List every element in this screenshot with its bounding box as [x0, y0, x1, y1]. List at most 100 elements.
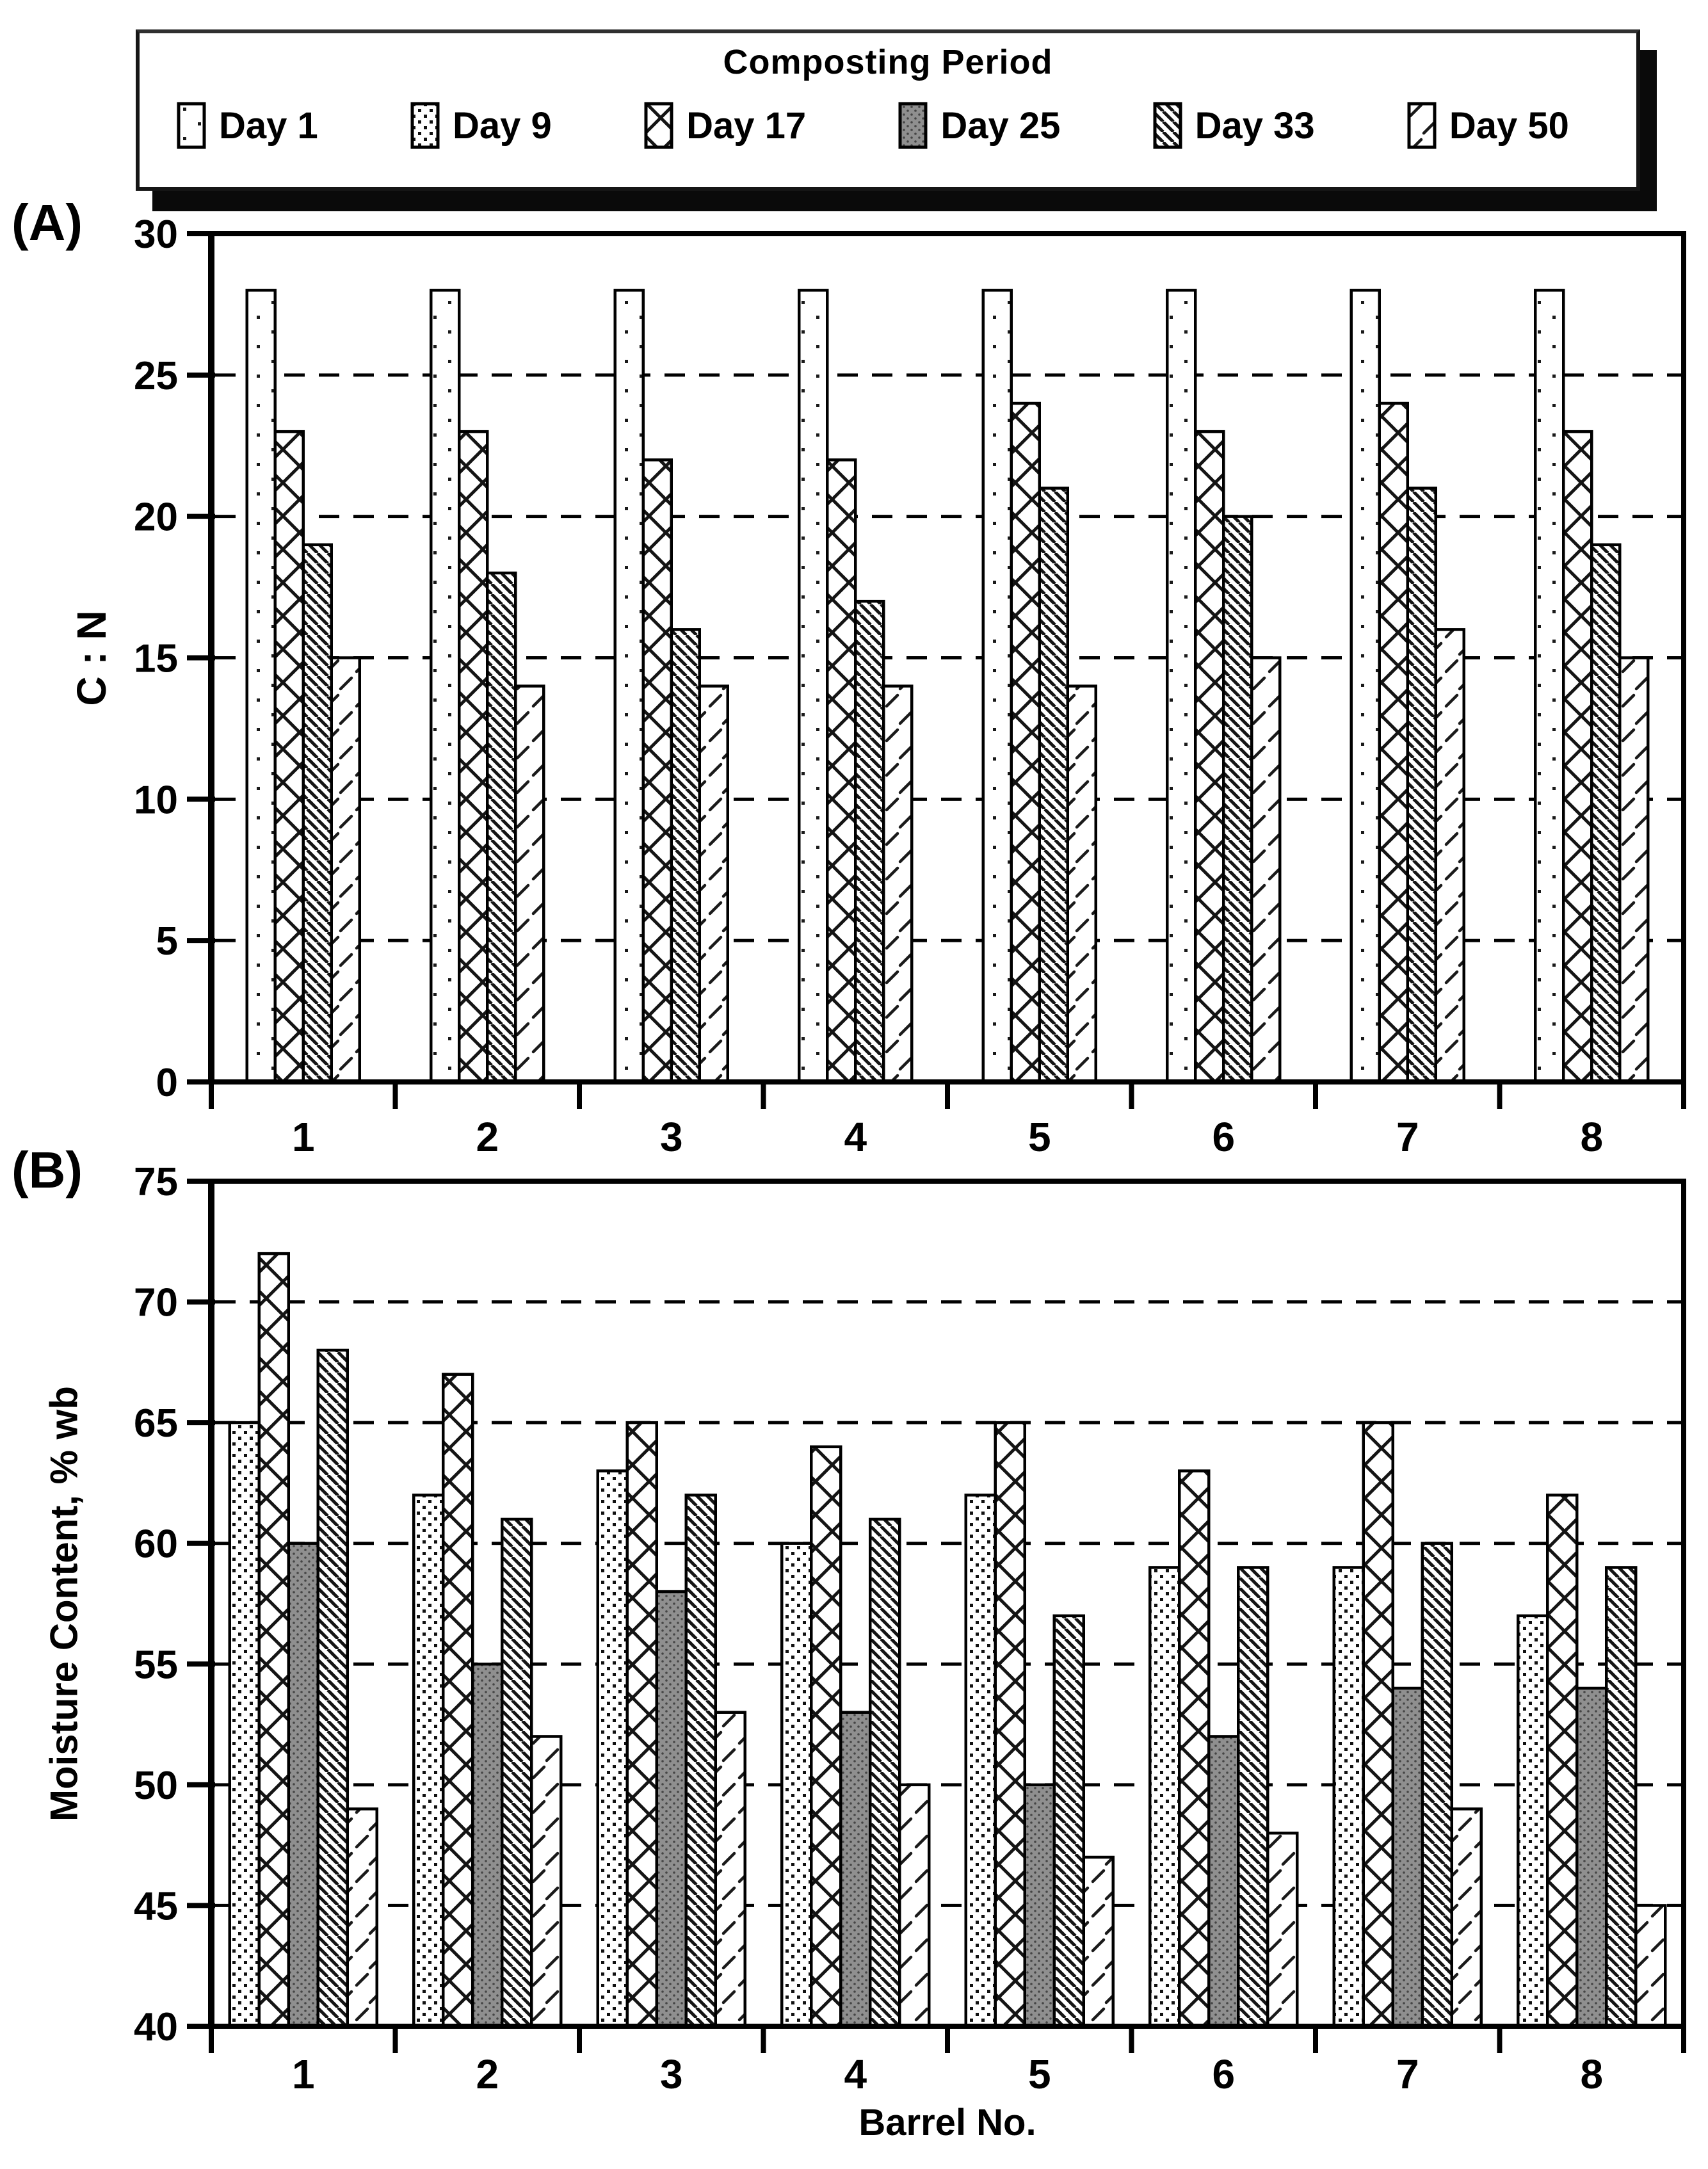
- y-tick-label: 70: [134, 1281, 178, 1325]
- x-tick-label-barrel-3: 3: [660, 1114, 683, 1160]
- legend-label: Day 25: [940, 104, 1061, 147]
- bar-b-day-25-barrel-3: [655, 1590, 688, 2028]
- bar-b-day-17-barrel-2: [442, 1373, 474, 2028]
- legend-label: Day 9: [453, 104, 552, 147]
- bar-b-day-9-barrel-5: [964, 1494, 997, 2028]
- x-tick-label-barrel-1: 1: [292, 1114, 315, 1160]
- bar-a-day-33-barrel-2: [486, 571, 517, 1084]
- x-tick-label-barrel-4: 4: [844, 1114, 867, 1160]
- y-tick-label: 55: [134, 1643, 178, 1687]
- bar-b-day-33-barrel-1: [316, 1348, 349, 2028]
- y-tick-label: 75: [134, 1160, 178, 1204]
- bar-a-day-33-barrel-7: [1406, 487, 1437, 1084]
- y-tick-label: 25: [134, 354, 178, 398]
- bar-a-day-17-barrel-8: [1562, 430, 1593, 1084]
- bar-a-day-50-barrel-2: [514, 684, 545, 1084]
- y-tick-label: 40: [134, 2005, 178, 2049]
- bar-b-day-50-barrel-4: [898, 1783, 931, 2028]
- bars-a: [245, 289, 1650, 1084]
- y-tick-label: 10: [134, 778, 178, 822]
- bar-b-day-17-barrel-6: [1178, 1469, 1211, 2028]
- bar-a-day-17-barrel-7: [1378, 401, 1409, 1084]
- legend-swatch-day-25-icon: [898, 102, 928, 149]
- x-tick-label-barrel-1: 1: [292, 2051, 315, 2097]
- bar-b-day-17-barrel-8: [1546, 1494, 1579, 2028]
- bar-a-day-50-barrel-6: [1250, 656, 1282, 1084]
- panel-a-plot: 0 5 10 15 20 25 30 1 2 3 4 5 6 7 8: [134, 213, 1686, 1160]
- bar-b-day-25-barrel-6: [1207, 1735, 1240, 2028]
- legend-swatch-day-50-icon: [1407, 102, 1437, 149]
- bar-a-day-33-barrel-8: [1590, 543, 1622, 1084]
- y-tick-label: 45: [134, 1884, 178, 1928]
- y-tick-label: 0: [156, 1061, 178, 1105]
- bar-b-day-17-barrel-1: [257, 1252, 290, 2028]
- bar-a-day-33-barrel-6: [1222, 515, 1253, 1084]
- x-tick-label-barrel-2: 2: [476, 1114, 499, 1160]
- y-tick-label: 20: [134, 496, 178, 540]
- x-axis-title: Barrel No.: [858, 2102, 1036, 2143]
- x-ticks-a: [209, 1082, 1686, 1109]
- bar-b-day-25-barrel-8: [1575, 1686, 1608, 2028]
- bar-b-day-25-barrel-2: [471, 1663, 504, 2028]
- legend-label: Day 17: [686, 104, 807, 147]
- bar-a-day-17-barrel-4: [826, 458, 857, 1084]
- bar-b-day-25-barrel-5: [1023, 1783, 1056, 2028]
- legend-item-day-9: Day 9: [410, 101, 552, 150]
- bar-b-day-50-barrel-8: [1634, 1904, 1667, 2028]
- bar-a-day-1-barrel-6: [1166, 289, 1197, 1084]
- x-tick-label-barrel-7: 7: [1396, 2051, 1419, 2097]
- x-tick-label-barrel-2: 2: [476, 2051, 499, 2097]
- bar-b-day-33-barrel-5: [1052, 1614, 1085, 2028]
- legend-item-day-1: Day 1: [177, 101, 318, 150]
- bar-a-day-17-barrel-3: [641, 458, 673, 1084]
- y-tick-label: 30: [134, 213, 178, 257]
- legend-label: Day 50: [1449, 104, 1569, 147]
- bar-b-day-50-barrel-2: [530, 1735, 563, 2028]
- y-tick-label: 65: [134, 1401, 178, 1446]
- x-tick-label-barrel-6: 6: [1212, 1114, 1235, 1160]
- x-tick-label-barrel-8: 8: [1580, 2051, 1603, 2097]
- panel-a-y-axis-title: C : N: [68, 610, 115, 706]
- y-tick-label: 50: [134, 1764, 178, 1808]
- bar-b-day-17-barrel-5: [994, 1421, 1026, 2028]
- bars-b: [228, 1252, 1667, 2028]
- bar-a-day-50-barrel-5: [1066, 684, 1097, 1084]
- bar-b-day-9-barrel-4: [780, 1542, 813, 2028]
- bar-a-day-50-barrel-7: [1434, 628, 1465, 1084]
- legend-item-day-33: Day 33: [1153, 101, 1315, 150]
- panel-b-label: (B): [12, 1141, 83, 1198]
- bar-b-day-9-barrel-8: [1517, 1614, 1549, 2028]
- legend-label: Day 33: [1195, 104, 1315, 147]
- bar-a-day-1-barrel-5: [981, 289, 1013, 1084]
- y-tick-label: 15: [134, 637, 178, 681]
- x-tick-label-barrel-5: 5: [1028, 2051, 1051, 2097]
- legend-item-day-17: Day 17: [644, 101, 806, 150]
- x-tick-label-barrel-7: 7: [1396, 1114, 1419, 1160]
- bar-a-day-50-barrel-3: [698, 684, 729, 1084]
- bar-a-day-1-barrel-8: [1534, 289, 1565, 1084]
- bar-a-day-33-barrel-1: [302, 543, 333, 1084]
- bar-b-day-17-barrel-7: [1362, 1421, 1394, 2028]
- bar-b-day-9-barrel-6: [1148, 1566, 1181, 2028]
- bar-a-day-1-barrel-7: [1349, 289, 1381, 1084]
- bar-a-day-1-barrel-2: [430, 289, 461, 1084]
- x-tick-label-barrel-6: 6: [1212, 2051, 1235, 2097]
- legend-items: Day 1 Day 9 Day 17 Day 25 Day 33 Day 50: [140, 82, 1636, 150]
- legend-item-day-50: Day 50: [1407, 101, 1569, 150]
- bar-b-day-33-barrel-2: [501, 1517, 533, 2028]
- x-ticks-b: [209, 2026, 1686, 2053]
- bar-b-day-50-barrel-1: [346, 1807, 378, 2028]
- bar-a-day-1-barrel-3: [613, 289, 645, 1084]
- y-ticks-a: 0 5 10 15 20 25 30: [134, 213, 215, 1105]
- bar-a-day-17-barrel-2: [458, 430, 489, 1084]
- bar-b-day-9-barrel-1: [228, 1421, 261, 2028]
- bar-b-day-50-barrel-6: [1266, 1832, 1299, 2028]
- legend-item-day-25: Day 25: [898, 101, 1060, 150]
- bar-b-day-50-barrel-7: [1450, 1807, 1483, 2028]
- bar-a-day-50-barrel-1: [330, 656, 361, 1084]
- bar-b-day-25-barrel-4: [839, 1711, 872, 2028]
- bar-b-day-25-barrel-1: [287, 1542, 319, 2028]
